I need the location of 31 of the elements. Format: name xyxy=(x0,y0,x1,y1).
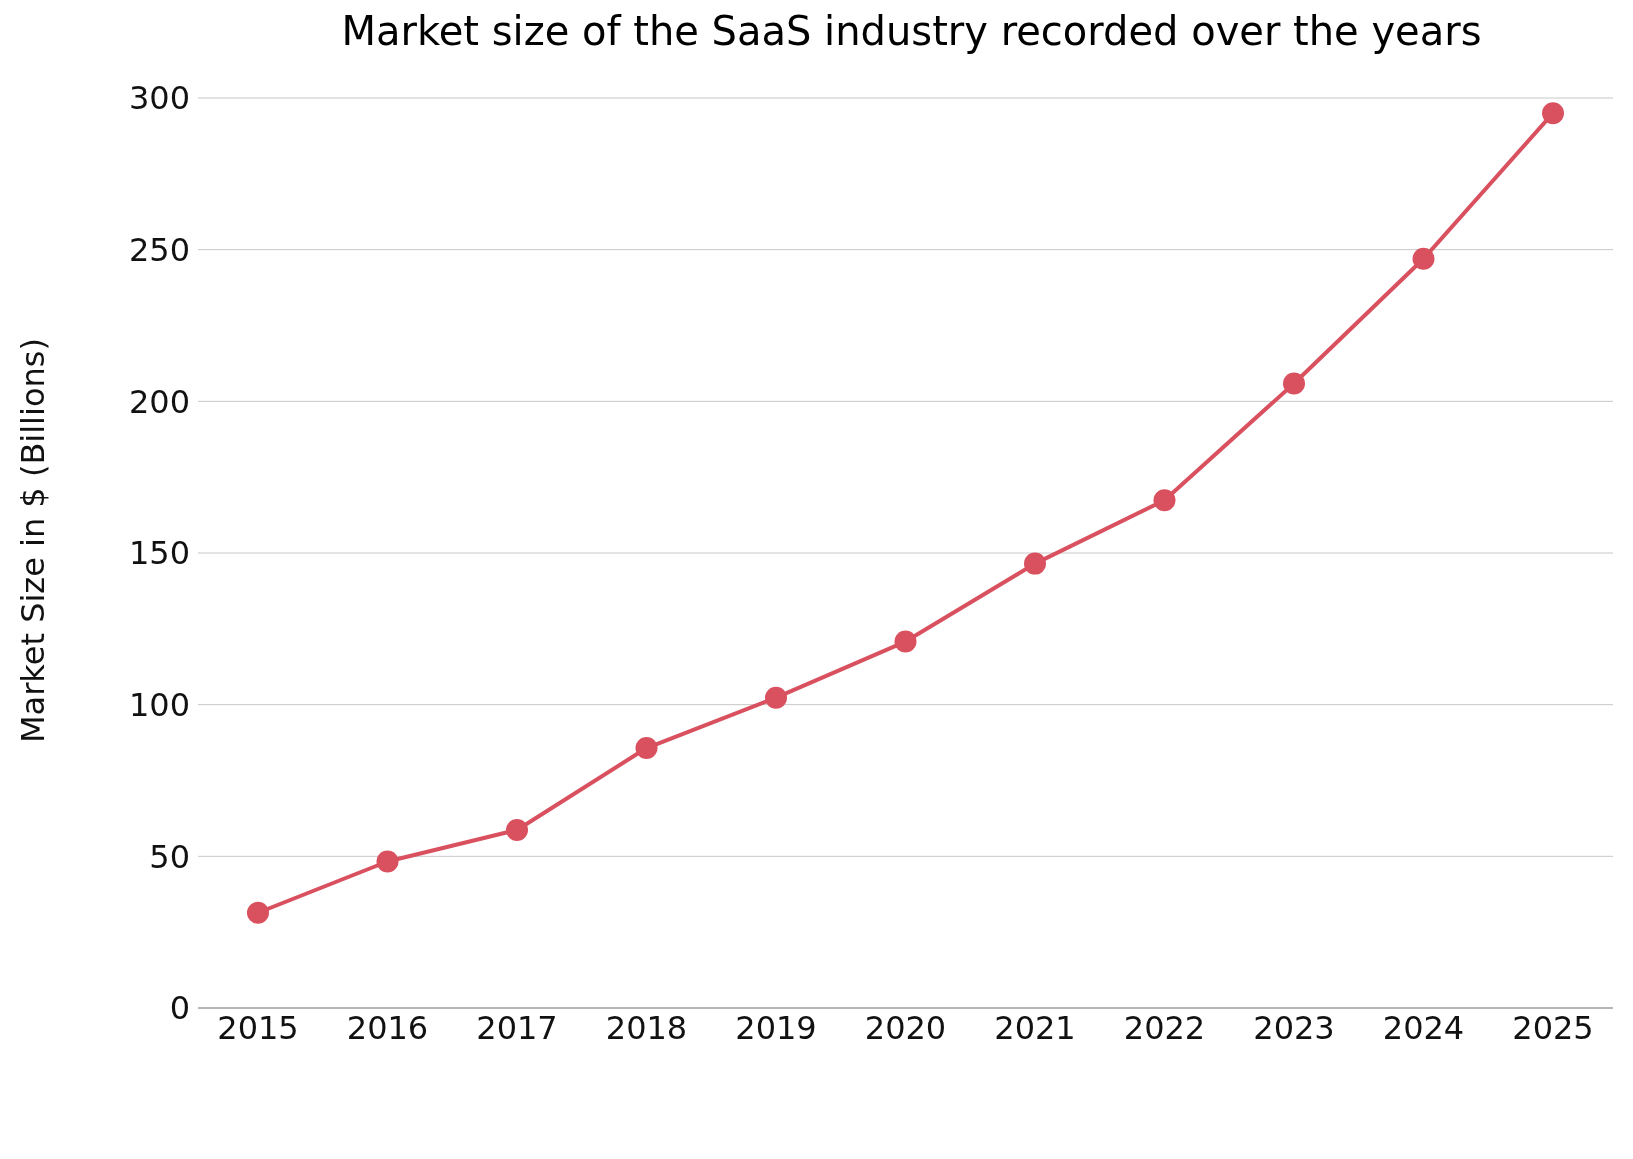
point xyxy=(635,737,658,760)
x-tick-label: 2025 xyxy=(1512,1008,1594,1047)
x-tick-label: 2019 xyxy=(735,1008,817,1047)
x-tick-label: 2018 xyxy=(605,1008,688,1047)
point xyxy=(1024,552,1046,575)
point xyxy=(1153,489,1176,512)
y-tick-label: 300 xyxy=(128,79,190,118)
x-tick-label: 2015 xyxy=(217,1008,299,1047)
point xyxy=(765,686,787,709)
x-tick-label: 2016 xyxy=(346,1008,429,1047)
point xyxy=(1283,372,1305,395)
point xyxy=(1412,247,1435,270)
x-tick-label: 2023 xyxy=(1253,1008,1335,1047)
y-tick-label: 150 xyxy=(128,534,190,573)
point xyxy=(1542,102,1564,125)
point xyxy=(376,850,399,873)
y-tick-label: 200 xyxy=(128,382,190,421)
y-tick-label: 0 xyxy=(169,989,190,1028)
y-tick-label: 250 xyxy=(128,231,190,270)
x-tick-label: 2020 xyxy=(864,1008,947,1047)
chart-title: Market size of the SaaS industry recorded over the years xyxy=(340,8,1483,56)
x-tick-label: 2024 xyxy=(1382,1008,1465,1047)
point xyxy=(894,630,917,653)
y-axis-title: Market Size in $ (Billions) xyxy=(14,338,53,743)
point xyxy=(506,818,528,841)
x-tick-label: 2017 xyxy=(476,1008,558,1047)
x-tick-label: 2021 xyxy=(994,1008,1076,1047)
x-tick-label: 2022 xyxy=(1123,1008,1206,1047)
point xyxy=(247,901,269,924)
y-tick-label: 100 xyxy=(128,686,190,725)
y-tick-label: 50 xyxy=(149,837,190,876)
